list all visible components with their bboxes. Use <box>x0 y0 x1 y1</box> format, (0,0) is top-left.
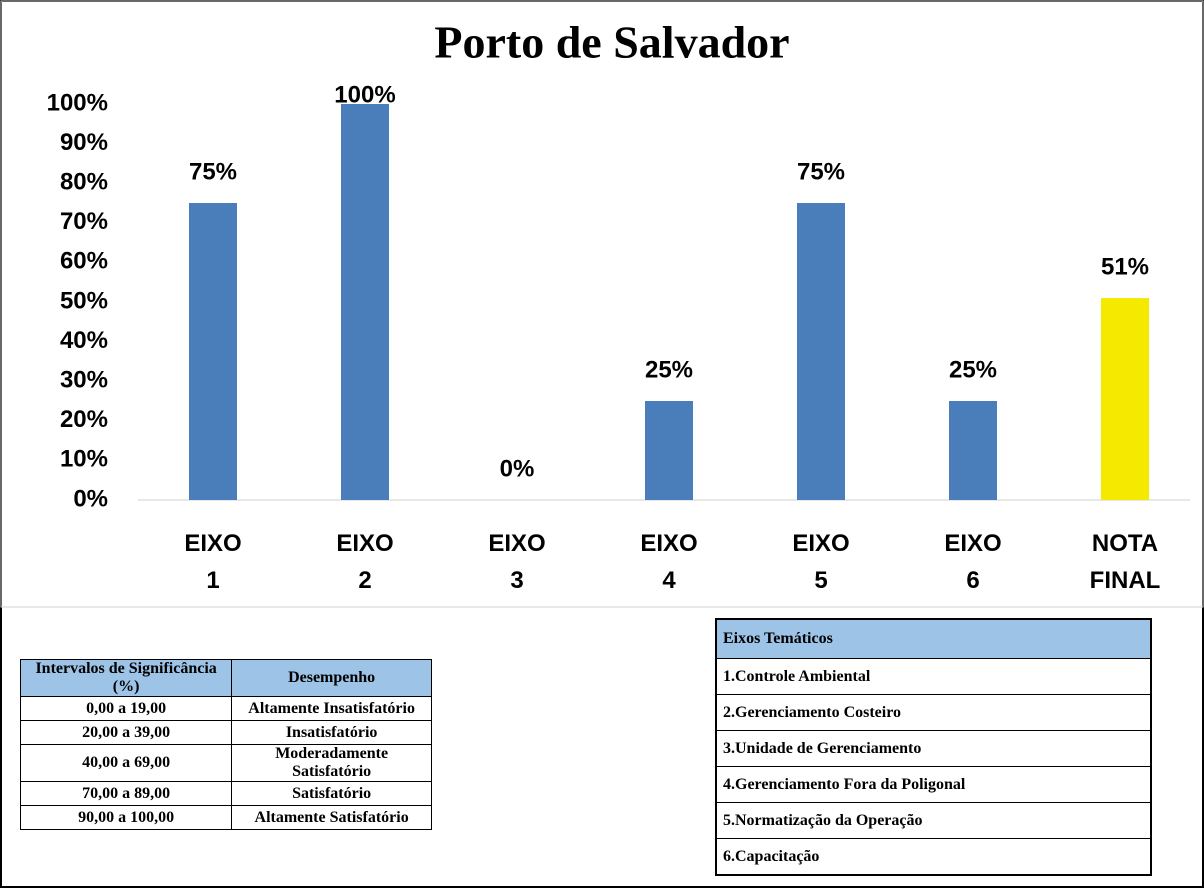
y-tick-label: 100% <box>47 89 108 116</box>
table-cell: Altamente Insatisfatório <box>231 696 432 721</box>
table-row: 90,00 a 100,00 Altamente Satisfatório <box>19 805 432 830</box>
table-cell: Insatisfatório <box>231 720 432 745</box>
bar <box>341 104 389 500</box>
data-label: 25% <box>645 356 693 383</box>
y-tick-label: 70% <box>60 208 108 235</box>
bar <box>949 401 997 500</box>
table-row: 1.Controle Ambiental <box>715 658 1152 695</box>
table-cell: 0,00 a 19,00 <box>19 696 233 721</box>
table-row: 40,00 a 69,00 Moderadamente Satisfatório <box>19 744 432 782</box>
x-tick-label: NOTA FINAL <box>1090 530 1161 594</box>
table-row: 70,00 a 89,00 Satisfatório <box>19 781 432 806</box>
table-cell: 40,00 a 69,00 <box>19 744 233 782</box>
y-tick-label: 50% <box>60 287 108 314</box>
table-row: 0,00 a 19,00 Altamente Insatisfatório <box>19 696 432 721</box>
data-label: 25% <box>949 356 997 383</box>
y-tick-label: 0% <box>73 485 108 512</box>
table-row: 4.Gerenciamento Fora da Poligonal <box>715 766 1152 803</box>
bar <box>797 203 845 500</box>
x-tick-label: EIXO 3 <box>488 530 545 594</box>
table-header: Eixos Temáticos <box>715 618 1152 659</box>
significance-table: Intervalos de Significância (%) Desempenh… <box>19 659 432 830</box>
table-cell: 1.Controle Ambiental <box>715 658 1152 695</box>
data-label: 75% <box>797 158 845 185</box>
table-row: 5.Normatização da Operação <box>715 802 1152 839</box>
table-row: 6.Capacitação <box>715 838 1152 876</box>
x-tick-label: EIXO 5 <box>792 530 849 594</box>
y-tick-label: 40% <box>60 327 108 354</box>
chart-border <box>0 0 1204 608</box>
bar <box>189 203 237 500</box>
x-tick-label: EIXO 1 <box>184 530 241 594</box>
data-label: 0% <box>500 455 535 482</box>
y-tick-label: 20% <box>60 406 108 433</box>
table-cell: Satisfatório <box>231 781 432 806</box>
table-header: Intervalos de Significância (%) <box>19 659 233 697</box>
bar <box>1101 298 1149 500</box>
table-row: 2.Gerenciamento Costeiro <box>715 694 1152 731</box>
table-cell: 4.Gerenciamento Fora da Poligonal <box>715 766 1152 803</box>
y-tick-label: 10% <box>60 446 108 473</box>
y-tick-label: 80% <box>60 169 108 196</box>
table-cell: Altamente Satisfatório <box>231 805 432 830</box>
y-tick-label: 30% <box>60 367 108 394</box>
table-row: 20,00 a 39,00 Insatisfatório <box>19 720 432 745</box>
bar <box>645 401 693 500</box>
x-tick-label: EIXO 2 <box>336 530 393 594</box>
table-cell: 2.Gerenciamento Costeiro <box>715 694 1152 731</box>
x-tick-label: EIXO 4 <box>640 530 697 594</box>
y-tick-label: 60% <box>60 248 108 275</box>
table-cell: 3.Unidade de Gerenciamento <box>715 730 1152 767</box>
data-label: 51% <box>1101 253 1149 280</box>
table-cell: Moderadamente Satisfatório <box>231 744 432 782</box>
table-cell: 6.Capacitação <box>715 838 1152 876</box>
table-cell: 70,00 a 89,00 <box>19 781 233 806</box>
chart-title: Porto de Salvador <box>434 17 789 68</box>
data-label: 100% <box>334 81 395 108</box>
data-label: 75% <box>189 158 237 185</box>
table-cell: 5.Normatização da Operação <box>715 802 1152 839</box>
table-header: Desempenho <box>231 659 432 697</box>
y-tick-label: 90% <box>60 129 108 156</box>
x-tick-label: EIXO 6 <box>944 530 1001 594</box>
table-cell: 90,00 a 100,00 <box>19 805 233 830</box>
table-row: 3.Unidade de Gerenciamento <box>715 730 1152 767</box>
axes-table: Eixos Temáticos 1.Controle Ambiental 2.Ge… <box>715 618 1152 876</box>
table-cell: 20,00 a 39,00 <box>19 720 233 745</box>
